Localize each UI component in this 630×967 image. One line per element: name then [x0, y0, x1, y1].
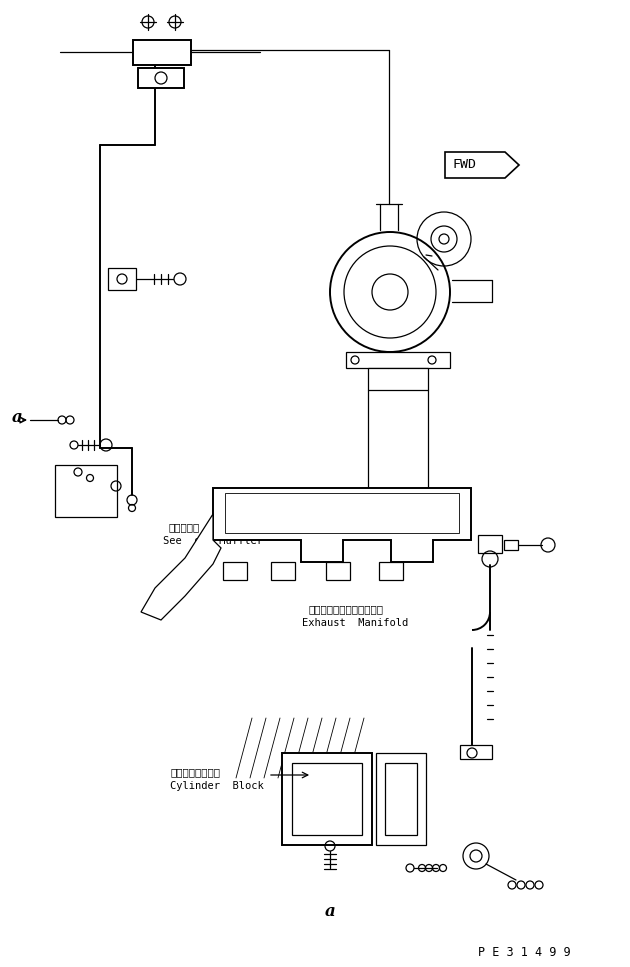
Polygon shape [445, 152, 519, 178]
Bar [460, 745, 492, 759]
Text: See  of  Muffler: See of Muffler [163, 536, 263, 546]
Text: Exhaust  Manifold: Exhaust Manifold [302, 618, 408, 628]
Bar [225, 493, 459, 533]
Text: Cylinder  Block: Cylinder Block [170, 781, 264, 791]
Text: マフラ参照: マフラ参照 [168, 522, 199, 532]
Text: a: a [12, 409, 23, 426]
Bar [55, 465, 117, 517]
Bar [138, 68, 184, 88]
Circle shape [372, 274, 408, 310]
Bar [133, 40, 191, 65]
Text: FWD: FWD [452, 159, 476, 171]
Text: シリンダブロック: シリンダブロック [170, 767, 220, 777]
Circle shape [439, 234, 449, 244]
Bar [376, 753, 426, 845]
Polygon shape [141, 514, 221, 620]
Bar [271, 562, 295, 580]
Bar [385, 763, 417, 835]
Bar [292, 763, 362, 835]
Bar [368, 368, 428, 390]
Bar [282, 753, 372, 845]
Bar [478, 535, 502, 553]
Bar [346, 352, 450, 368]
Bar [108, 268, 136, 290]
Bar [326, 562, 350, 580]
Bar [379, 562, 403, 580]
Text: エキゾーストマニホールド: エキゾーストマニホールド [308, 604, 383, 614]
Polygon shape [213, 488, 471, 562]
Bar [223, 562, 247, 580]
Text: a: a [324, 903, 335, 920]
Bar [504, 540, 518, 550]
Text: P E 3 1 4 9 9: P E 3 1 4 9 9 [478, 946, 571, 959]
